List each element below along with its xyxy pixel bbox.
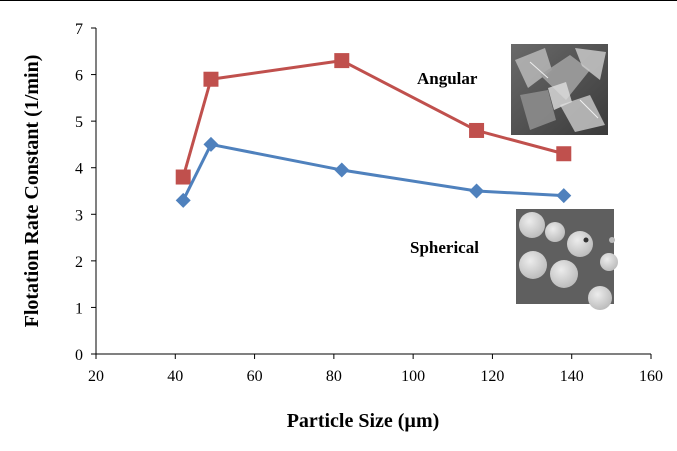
x-tick-label: 120 <box>480 368 504 385</box>
x-axis-ticks: 20 40 60 80 100 120 140 160 <box>88 354 663 385</box>
data-point-angular <box>469 122 485 138</box>
series-layer <box>175 53 572 208</box>
data-point-spherical <box>556 188 572 204</box>
x-tick-label: 160 <box>639 368 663 385</box>
annotation-spherical: Spherical <box>410 238 479 257</box>
y-axis-ticks: 0 1 2 3 4 5 6 7 <box>75 21 96 364</box>
y-tick-label: 7 <box>75 21 83 38</box>
top-border <box>0 0 677 1</box>
y-tick-label: 2 <box>75 254 83 271</box>
data-point-spherical <box>469 183 485 199</box>
x-tick-label: 100 <box>401 368 425 385</box>
y-tick-label: 4 <box>75 161 83 178</box>
y-tick-label: 1 <box>75 300 83 317</box>
x-tick-label: 140 <box>560 368 584 385</box>
data-point-angular <box>175 169 191 185</box>
y-tick-label: 3 <box>75 207 83 224</box>
data-point-spherical <box>334 162 350 178</box>
annotation-angular: Angular <box>417 69 478 88</box>
x-axis-label: Particle Size (µm) <box>287 410 440 432</box>
data-point-angular <box>334 53 350 69</box>
x-tick-label: 40 <box>167 368 183 385</box>
x-tick-label: 80 <box>326 368 342 385</box>
data-point-spherical <box>203 136 219 152</box>
angular-particle-micrograph <box>511 44 608 135</box>
x-tick-label: 60 <box>247 368 263 385</box>
y-tick-label: 0 <box>75 347 83 364</box>
spherical-particle-micrograph <box>516 209 618 310</box>
series-line-angular <box>181 59 565 178</box>
data-point-angular <box>203 71 219 87</box>
x-tick-label: 20 <box>88 368 104 385</box>
y-tick-label: 5 <box>75 114 83 131</box>
series-line-spherical <box>181 142 564 201</box>
y-tick-label: 6 <box>75 68 83 85</box>
series-angular <box>175 53 572 185</box>
series-spherical <box>175 136 572 208</box>
axes <box>95 28 651 355</box>
data-point-angular <box>556 146 572 162</box>
y-axis-label: Flotation Rate Constant (1/min) <box>21 55 43 328</box>
data-point-spherical <box>175 192 191 208</box>
